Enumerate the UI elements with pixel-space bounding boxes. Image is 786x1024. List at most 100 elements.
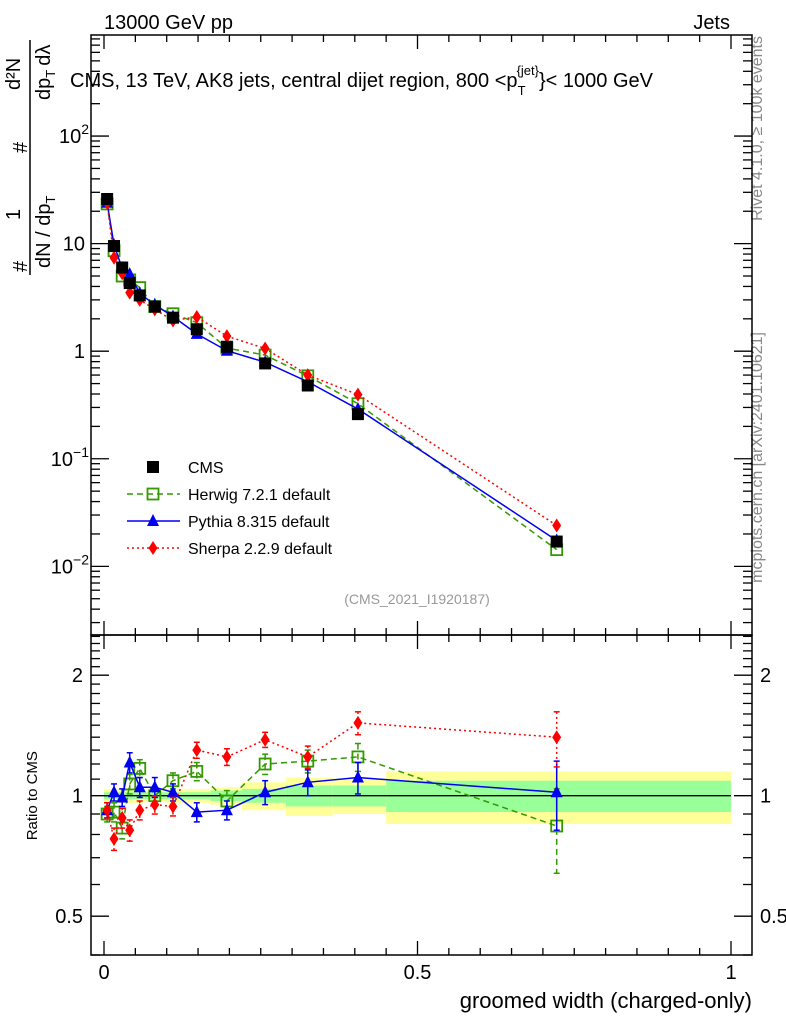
data-point-sherpa: [303, 368, 313, 383]
ratio-point-pythia: [123, 755, 136, 768]
ratio-point-sherpa: [135, 803, 145, 818]
ratio-panel: 0.5 0.5 1 1 2 2 0 0.5 1 Ratio to CMS groomed width…: [24, 634, 786, 1013]
data-point-sherpa: [125, 285, 135, 300]
ratio-point-pythia: [190, 805, 203, 818]
plot-title: CMS, 13 TeV, AK8 jets, central dijet reg…: [70, 63, 654, 98]
data-point-sherpa: [222, 329, 232, 344]
x-axis-label: groomed width (charged-only): [460, 988, 752, 1013]
data-point-cms: [148, 300, 161, 313]
ratio-point-sherpa: [102, 803, 112, 818]
legend-label-pythia: Pythia 8.315 default: [188, 514, 330, 531]
legend: CMS Herwig 7.2.1 default Pythia 8.315 defa…: [127, 460, 333, 558]
y-tick-label: 0.5: [55, 906, 83, 928]
y-tick-label-right: 1: [760, 786, 771, 808]
data-point-cms: [166, 311, 179, 324]
data-point-cms: [116, 261, 129, 274]
data-point-sherpa: [353, 387, 363, 402]
ylabel-one: 1: [3, 209, 25, 220]
x-tick-label: 0: [98, 962, 109, 984]
data-point-cms: [550, 535, 563, 548]
data-point-cms: [259, 357, 272, 370]
legend-marker-pythia: [147, 514, 159, 526]
y-tick-label: 102: [59, 121, 89, 148]
ratio-point-pythia: [133, 780, 146, 793]
ylabel-hash-2: #: [10, 141, 32, 153]
y-tick-label: 10−1: [51, 444, 89, 471]
data-point-sherpa: [192, 309, 202, 324]
series-pythia: [101, 195, 563, 546]
ratio-point-sherpa: [222, 749, 232, 764]
ylabel-dn-dp: dN / dpT: [33, 196, 58, 268]
data-point-cms: [133, 289, 146, 302]
side-text-mcplots: mcplots.cern.ch [arXiv:2401.10621]: [749, 332, 766, 583]
ratio-point-pythia: [550, 785, 563, 798]
x-tick-label: 1: [725, 962, 736, 984]
ratio-point-pythia: [259, 785, 272, 798]
ratio-ylabel: Ratio to CMS: [24, 751, 41, 840]
ratio-point-herwig: [190, 764, 204, 778]
series-line-sherpa: [106, 202, 558, 527]
ratio-point-sherpa: [303, 749, 313, 764]
y-tick-label: 10−2: [51, 551, 89, 578]
ratio-point-herwig: [258, 757, 272, 771]
data-point-cms: [220, 340, 233, 353]
main-panel: 10−2 10−1 1 10 102 (CMS_2021_I1920187) CMS Herw…: [51, 34, 753, 636]
series-sherpa: [102, 195, 562, 533]
header-left: 13000 GeV pp: [104, 12, 233, 34]
ratio-point-sherpa: [353, 715, 363, 730]
ratio-point-sherpa: [168, 799, 178, 814]
data-point-sherpa: [552, 518, 562, 533]
side-text-rivet: Rivet 4.1.0, ≥ 100k events: [749, 36, 766, 221]
series-line-herwig: [106, 203, 558, 551]
watermark: (CMS_2021_I1920187): [344, 591, 490, 607]
ylabel-d2n: d²N: [3, 58, 25, 90]
y-tick-label: 10: [63, 234, 85, 256]
legend-label-sherpa: Sherpa 2.2.9 default: [188, 541, 333, 558]
data-point-sherpa: [109, 250, 119, 265]
ratio-series-sherpa: [102, 711, 562, 852]
y-tick-label: 1: [72, 786, 83, 808]
ratio-point-sherpa: [109, 831, 119, 846]
series-herwig: [100, 197, 564, 557]
ratio-point-pythia: [220, 803, 233, 816]
data-point-pythia: [123, 267, 136, 280]
ratio-point-herwig: [133, 761, 147, 775]
ratio-point-pythia: [148, 780, 161, 793]
ratio-frame: [90, 634, 753, 956]
legend-marker-cms: [147, 461, 159, 473]
y-axis-label: # 1 dN / dpT # d²N dpTdλ: [3, 40, 58, 275]
ratio-series-pythia: [101, 752, 563, 831]
ratio-point-herwig: [123, 777, 137, 791]
ratio-point-pythia: [301, 775, 314, 788]
ylabel-dpt-dl: dpTdλ: [33, 45, 58, 100]
ratio-point-pythia: [166, 785, 179, 798]
ratio-point-sherpa: [117, 810, 127, 825]
ratio-point-pythia: [108, 785, 121, 798]
legend-marker-herwig: [146, 487, 160, 501]
header-right: Jets: [693, 12, 730, 34]
ratio-point-sherpa: [552, 730, 562, 745]
series-line-pythia: [106, 202, 558, 542]
y-tick-label-right: 0.5: [760, 906, 786, 928]
x-tick-label: 0.5: [404, 962, 432, 984]
data-point-cms: [351, 408, 364, 421]
data-point-cms: [190, 323, 203, 336]
data-point-sherpa: [260, 341, 270, 356]
ratio-point-pythia: [116, 790, 129, 803]
data-point-cms: [101, 192, 114, 205]
series-cms: [101, 192, 563, 548]
data-point-cms: [108, 240, 121, 253]
data-point-cms: [301, 379, 314, 392]
ratio-point-sherpa: [260, 732, 270, 747]
y-tick-label: 2: [72, 665, 83, 687]
legend-label-herwig: Herwig 7.2.1 default: [188, 487, 331, 504]
data-point-cms: [123, 277, 136, 290]
y-tick-label-right: 2: [760, 665, 771, 687]
ylabel-hash-1: #: [10, 260, 32, 272]
ratio-point-sherpa: [125, 823, 135, 838]
ratio-point-pythia: [351, 770, 364, 783]
legend-marker-sherpa: [148, 541, 158, 555]
ratio-point-sherpa: [192, 743, 202, 758]
ratio-point-sherpa: [150, 797, 160, 812]
